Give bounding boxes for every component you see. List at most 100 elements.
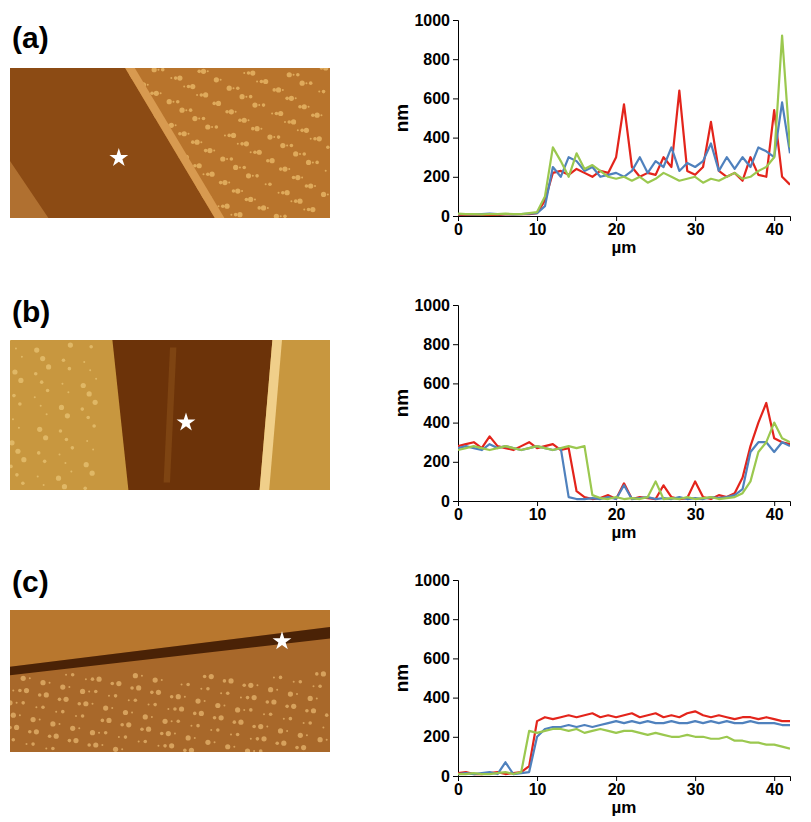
texture-dot [90,471,95,476]
texture-dot [271,699,276,704]
texture-dot [288,168,290,170]
profile-line [458,721,790,774]
texture-dot [131,712,133,714]
texture-dot [278,111,283,116]
texture-dot [65,674,67,676]
texture-dot [211,126,213,128]
texture-dot [172,101,174,103]
figure: (a)02004006008001000010203040nmµm(b)0200… [0,0,811,822]
texture-dot [230,214,232,216]
y-axis-line [453,581,459,777]
x-axis: 010203040 [454,776,790,798]
texture-dot [256,80,258,82]
y-axis: 02004006008001000 [414,572,458,785]
texture-dot [311,708,316,713]
texture-dot [310,207,315,212]
step-edge [260,340,282,490]
texture-dot [70,726,75,731]
texture-dot [162,719,167,724]
x-tick-label: 40 [766,781,784,798]
y-tick-mark [453,59,458,60]
texture-dot [37,451,41,455]
texture-dot [236,733,240,737]
texture-dot [302,104,307,109]
texture-dot [138,740,140,742]
substrate-region [10,610,330,667]
profile-line [458,711,790,774]
texture-dot [55,711,57,713]
x-tick: 10 [529,776,547,798]
texture-dot [65,413,70,418]
texture-dot [223,679,227,683]
texture-dot [308,696,313,701]
texture-dot [40,356,45,361]
texture-dot [59,405,64,410]
x-tick-label: 30 [687,506,705,523]
texture-dot [204,700,206,702]
step-edge [125,68,224,218]
texture-dot [31,742,35,746]
texture-dot [258,104,260,106]
texture-dot [30,717,35,722]
texture-dot [290,144,294,148]
texture-dot [215,125,219,129]
texture-dot [93,742,98,747]
texture-dot [80,689,85,694]
texture-dot [219,715,224,720]
texture-dot [305,709,309,713]
texture-dot [38,693,42,697]
texture-dot [89,345,93,349]
texture-dot [235,707,240,712]
texture-dot [198,118,200,120]
panel-letter: (c) [12,565,49,598]
substrate-region [112,340,272,490]
plot-lines [458,36,790,215]
texture-dot [176,719,180,723]
texture-dot [238,118,242,122]
texture-dot [293,151,298,156]
texture-dot [186,683,190,687]
texture-dot [86,440,88,442]
texture-dot [163,744,167,748]
texture-dot [238,720,243,725]
texture-dot [313,685,315,687]
texture-dot [325,713,329,717]
texture-dot [239,94,244,99]
texture-dot [266,700,270,704]
texture-dot [130,686,134,690]
texture-dot [12,369,17,374]
texture-dot [276,87,281,92]
texture-dot [87,743,91,747]
texture-dot [146,727,151,732]
texture-dot [90,730,95,735]
y-tick: 800 [423,51,458,68]
texture-dot [242,684,246,688]
texture-dot [213,716,217,720]
texture-dot [111,707,113,709]
y-axis-title: nm [391,664,412,693]
texture-dot [226,158,228,160]
y-tick-mark [453,658,458,659]
texture-dot [123,710,128,715]
texture-dot [136,685,141,690]
texture-dot [286,730,288,732]
texture-dot [179,108,184,113]
x-tick-label: 40 [766,506,784,523]
texture-dot [92,449,94,451]
texture-dot [184,696,186,698]
texture-dot [143,714,148,719]
y-tick-mark [453,619,458,620]
texture-dot [21,457,26,462]
x-tick-label: 10 [529,781,547,798]
texture-dot [245,198,249,202]
texture-dot [34,729,39,734]
texture-dot [68,686,70,688]
texture-dot [70,470,72,472]
texture-dot [303,722,305,724]
texture-dot [182,131,187,136]
x-tick-label: 20 [608,781,626,798]
texture-dot [219,181,223,185]
x-tick: 30 [687,776,705,798]
texture-dot [250,151,252,153]
texture-dot [318,91,320,93]
